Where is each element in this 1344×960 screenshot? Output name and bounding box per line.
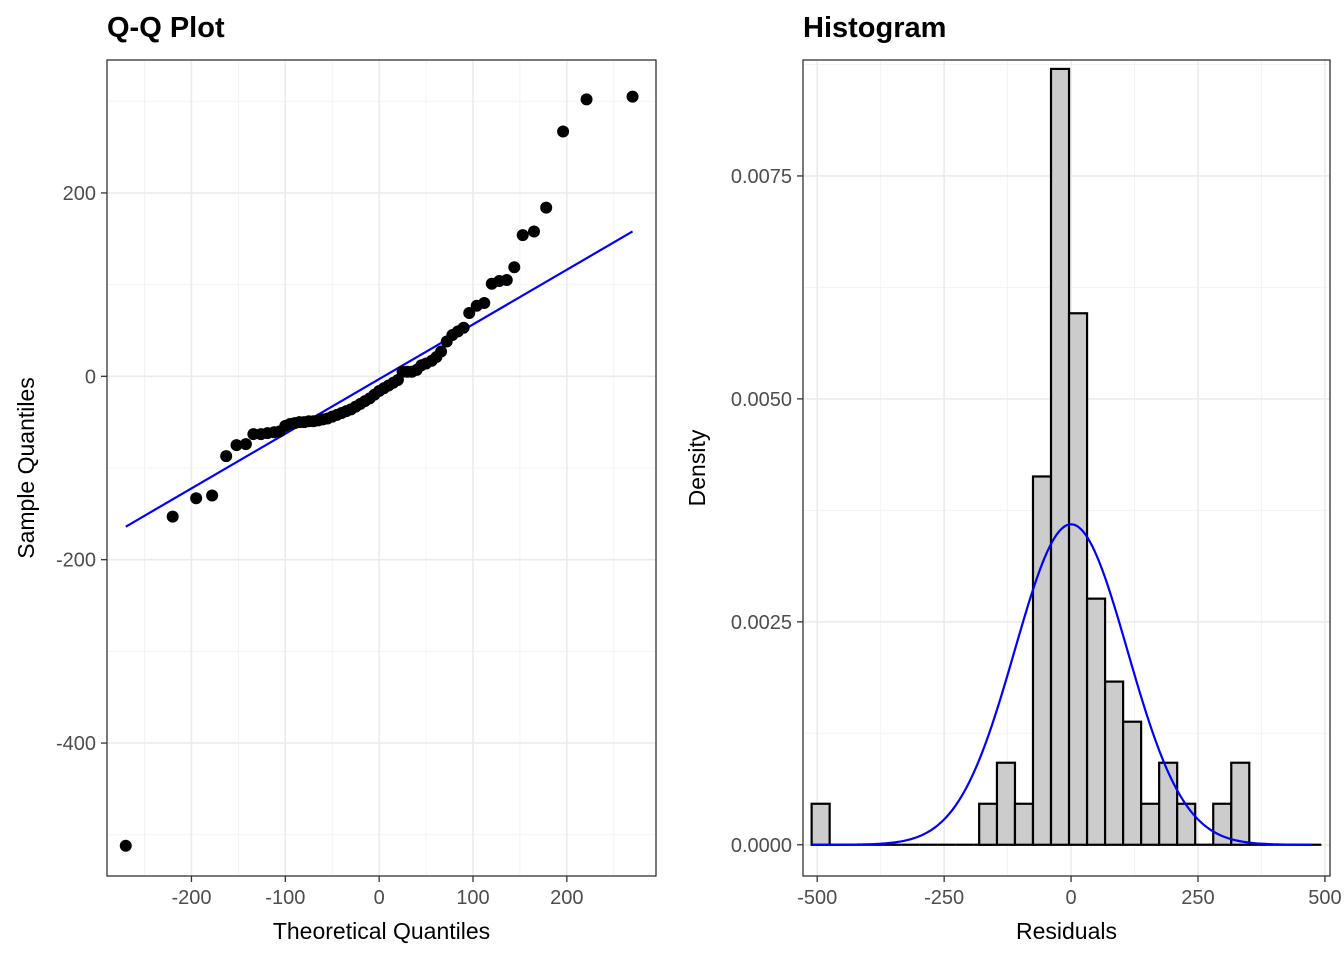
qq-plot-title: Q-Q Plot bbox=[107, 12, 225, 44]
qq-data-point bbox=[528, 225, 540, 238]
histogram-bar bbox=[1067, 312, 1089, 846]
histogram-bar bbox=[810, 802, 831, 846]
histogram-bar bbox=[978, 802, 999, 846]
histogram-x-tick-label: -500 bbox=[797, 887, 837, 909]
histogram-bar bbox=[1176, 802, 1197, 846]
histogram-x-axis-label: Residuals bbox=[1016, 918, 1117, 944]
qq-data-point bbox=[580, 93, 593, 106]
qq-x-tick-label: 0 bbox=[374, 887, 385, 909]
qq-data-point bbox=[500, 274, 513, 287]
qq-data-point bbox=[540, 201, 553, 214]
histogram-bar bbox=[1031, 475, 1053, 846]
qq-data-point bbox=[478, 296, 491, 309]
qq-data-point bbox=[557, 125, 570, 138]
qq-x-tick-label: -200 bbox=[171, 887, 211, 909]
qq-y-tick-label: -200 bbox=[56, 550, 96, 572]
qq-x-tick-label: 200 bbox=[550, 887, 583, 909]
qq-data-point bbox=[206, 489, 219, 502]
qq-y-tick-label: -400 bbox=[56, 733, 96, 755]
histogram-bar bbox=[1230, 761, 1251, 846]
qq-y-tick-label: 0 bbox=[85, 366, 96, 388]
histogram-marks bbox=[810, 67, 1322, 846]
histogram-ticks: -500 -250 0 250 500 0.0000 0.0025 0.0050 0.0075 bbox=[731, 166, 1342, 909]
histogram-bar bbox=[1049, 67, 1071, 846]
qq-data-point bbox=[435, 345, 448, 358]
histogram-x-tick-label: 500 bbox=[1308, 887, 1341, 909]
qq-data-point bbox=[166, 510, 179, 523]
histogram-y-tick-label: 0.0050 bbox=[731, 389, 792, 411]
histogram-x-tick-label: -250 bbox=[924, 887, 964, 909]
qq-x-tick-label: -100 bbox=[265, 887, 305, 909]
qq-y-tick-label: 200 bbox=[63, 183, 96, 205]
qq-data-point bbox=[463, 307, 476, 320]
histogram-x-tick-label: 250 bbox=[1181, 887, 1214, 909]
qq-plot-frame bbox=[106, 59, 657, 877]
qq-plot-gridlines bbox=[107, 60, 656, 876]
histogram-bar bbox=[1158, 761, 1179, 846]
qq-x-tick-label: 100 bbox=[456, 887, 489, 909]
qq-plot-panel: Q-Q Plot -200 -100 0 100 200 -400 -200 0 200 The… bbox=[13, 12, 657, 944]
qq-plot-x-axis-label: Theoretical Quantiles bbox=[273, 918, 490, 944]
normal-density-curve bbox=[811, 523, 1313, 846]
qq-data-point bbox=[516, 229, 529, 242]
histogram-title: Histogram bbox=[803, 12, 946, 44]
histogram-bar bbox=[1103, 680, 1125, 846]
qq-reference-line bbox=[125, 230, 634, 528]
histogram-y-tick-label: 0.0075 bbox=[731, 166, 792, 188]
qq-data-point bbox=[626, 90, 639, 103]
qq-data-point bbox=[230, 439, 243, 452]
histogram-y-tick-label: 0.0000 bbox=[731, 835, 792, 857]
qq-plot-ticks: -200 -100 0 100 200 -400 -200 0 200 bbox=[56, 183, 584, 909]
qq-plot-marks bbox=[119, 90, 639, 852]
qq-data-point bbox=[508, 261, 521, 274]
histogram-bar bbox=[1122, 720, 1143, 846]
qq-data-point bbox=[119, 839, 132, 852]
qq-data-point bbox=[239, 438, 252, 451]
qq-data-point bbox=[190, 492, 203, 505]
histogram-bar bbox=[1085, 597, 1107, 846]
histogram-bar bbox=[995, 761, 1017, 846]
qq-data-point bbox=[457, 321, 470, 334]
qq-data-point bbox=[220, 450, 233, 463]
histogram-panel: Histogram -500 -250 0 250 500 0.0000 0.0025 0.0… bbox=[684, 12, 1342, 944]
histogram-y-axis-label: Density bbox=[684, 429, 710, 506]
histogram-y-tick-label: 0.0025 bbox=[731, 612, 792, 634]
histogram-x-tick-label: 0 bbox=[1066, 887, 1077, 909]
qq-plot-y-axis-label: Sample Quantiles bbox=[13, 377, 39, 559]
histogram-bar bbox=[1013, 802, 1035, 846]
histogram-bar bbox=[1140, 802, 1161, 846]
histogram-frame bbox=[802, 59, 1331, 877]
